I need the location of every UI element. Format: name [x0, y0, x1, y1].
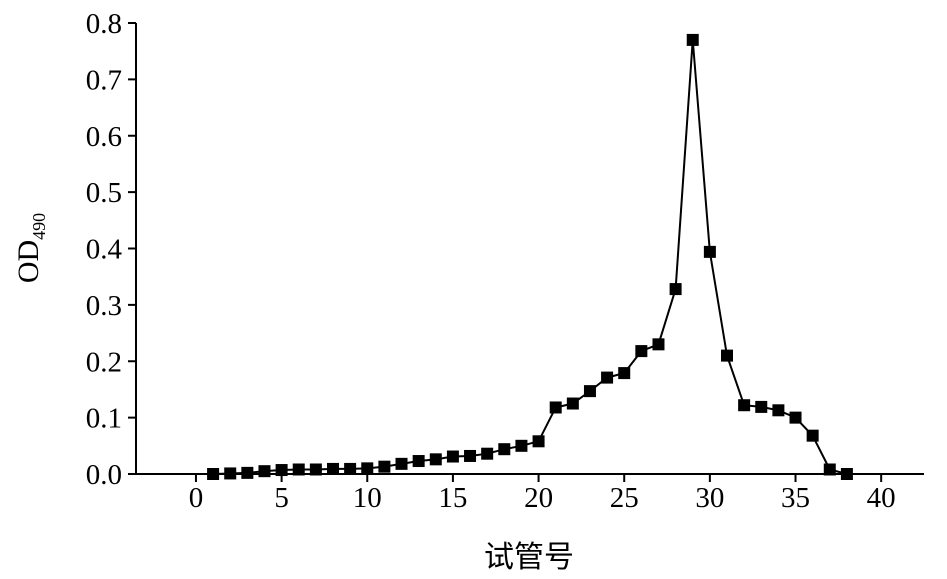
- y-tick-label: 0.6: [86, 121, 122, 153]
- y-ticks: 0.0 0.1 0.2 0.3 0.4 0.5 0.6 0.7 0.8: [86, 8, 136, 491]
- data-point: [412, 455, 425, 468]
- data-point: [789, 411, 802, 424]
- x-tick-label: 10: [353, 482, 382, 514]
- y-tick-label: 0.3: [86, 290, 122, 322]
- y-tick-label: 0.4: [86, 234, 123, 266]
- x-tick-label: 20: [524, 482, 553, 514]
- data-point: [669, 283, 682, 296]
- data-point: [738, 399, 751, 412]
- data-point: [429, 453, 442, 466]
- x-axis-title: 试管号: [484, 540, 574, 575]
- data-point: [583, 385, 596, 398]
- data-point: [498, 443, 511, 456]
- y-tick-label: 0.1: [86, 403, 122, 435]
- x-tick-label: 0: [189, 482, 204, 514]
- data-point: [446, 450, 459, 463]
- data-point: [207, 468, 220, 480]
- x-tick-label: 30: [695, 482, 724, 514]
- data-point: [464, 449, 477, 462]
- data-point: [755, 400, 768, 413]
- data-point: [344, 462, 357, 475]
- x-ticks: 0 5 10 15 20 25 30 35 40: [189, 474, 896, 514]
- y-axis-title: OD490: [12, 213, 49, 283]
- data-point: [309, 463, 322, 476]
- y-tick-label: 0.5: [86, 177, 122, 209]
- y-tick-label: 0.2: [86, 346, 122, 378]
- data-point: [241, 466, 254, 479]
- data-point: [327, 462, 339, 475]
- series-group: [207, 33, 853, 480]
- data-point: [549, 401, 562, 414]
- data-point: [601, 371, 614, 384]
- x-tick-label: 25: [610, 482, 639, 514]
- data-point: [806, 429, 819, 442]
- data-point: [275, 464, 288, 477]
- data-point: [361, 462, 374, 475]
- data-point: [823, 463, 836, 476]
- data-point: [652, 338, 665, 351]
- y-axis-title-subscript: 490: [29, 213, 49, 240]
- data-point: [224, 467, 237, 480]
- data-point: [481, 447, 494, 460]
- data-point: [840, 468, 853, 480]
- plot-area: 0.0 0.1 0.2 0.3 0.4 0.5 0.6 0.7 0.8 0 5 10 15 20 25 30…: [86, 8, 924, 514]
- y-tick-label: 0.7: [86, 64, 122, 96]
- data-point: [378, 460, 391, 473]
- y-tick-label: 0.8: [86, 8, 122, 40]
- x-tick-label: 35: [781, 482, 810, 514]
- data-point: [566, 397, 579, 410]
- data-point: [686, 33, 699, 46]
- data-point: [618, 367, 631, 380]
- data-point: [532, 435, 545, 448]
- y-axis-title-main: OD: [12, 240, 45, 283]
- data-point: [772, 404, 785, 417]
- data-point: [258, 465, 271, 478]
- series-line: [213, 39, 848, 475]
- data-point: [721, 349, 733, 362]
- data-point: [395, 457, 408, 470]
- x-tick-label: 40: [867, 482, 896, 514]
- data-point: [635, 345, 648, 358]
- data-point: [292, 463, 305, 476]
- y-tick-label: 0.0: [86, 459, 122, 491]
- data-point: [515, 439, 528, 452]
- x-tick-label: 15: [438, 482, 467, 514]
- data-point: [703, 245, 716, 258]
- x-tick-label: 5: [274, 482, 289, 514]
